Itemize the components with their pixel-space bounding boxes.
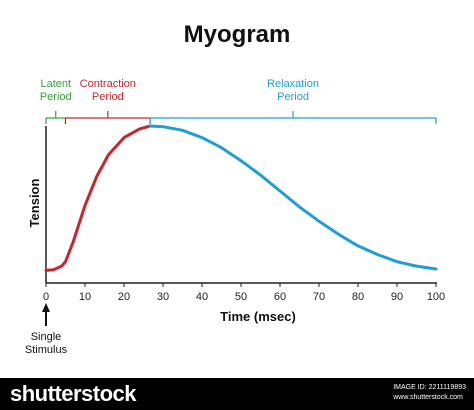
period-label: Period [92,91,124,103]
y-axis-label: Tension [27,179,42,228]
x-tick-label: 70 [313,291,325,303]
image-id: IMAGE ID: 2211119893 [393,384,466,391]
image-meta: IMAGE ID: 2211119893 www.shutterstock.co… [393,383,466,403]
x-axis-label: Time (msec) [220,309,296,324]
x-tick-label: 40 [196,291,208,303]
site-url: www.shutterstock.com [393,394,463,401]
series-line [44,124,152,272]
stimulus-label: Single [31,331,62,343]
x-tick-label: 0 [43,291,49,303]
footer-bar: shutterstock IMAGE ID: 2211119893 www.sh… [0,378,474,410]
x-tick-label: 60 [274,291,286,303]
x-tick-label: 100 [427,291,445,303]
stimulus-arrow-head [42,303,50,312]
x-tick-label: 50 [235,291,247,303]
series-line [148,124,438,271]
x-tick-label: 80 [352,291,364,303]
period-label: Latent [40,78,71,90]
x-tick-label: 20 [118,291,130,303]
period-label: Period [40,91,72,103]
x-tick-label: 30 [157,291,169,303]
period-label: Contraction [80,78,136,90]
period-label: Relaxation [267,78,319,90]
shutterstock-logo: shutterstock [10,381,137,406]
x-tick-label: 10 [79,291,91,303]
period-label: Period [277,91,309,103]
x-tick-label: 90 [391,291,403,303]
chart-title: Myogram [184,21,291,48]
stimulus-label: Stimulus [25,344,68,356]
